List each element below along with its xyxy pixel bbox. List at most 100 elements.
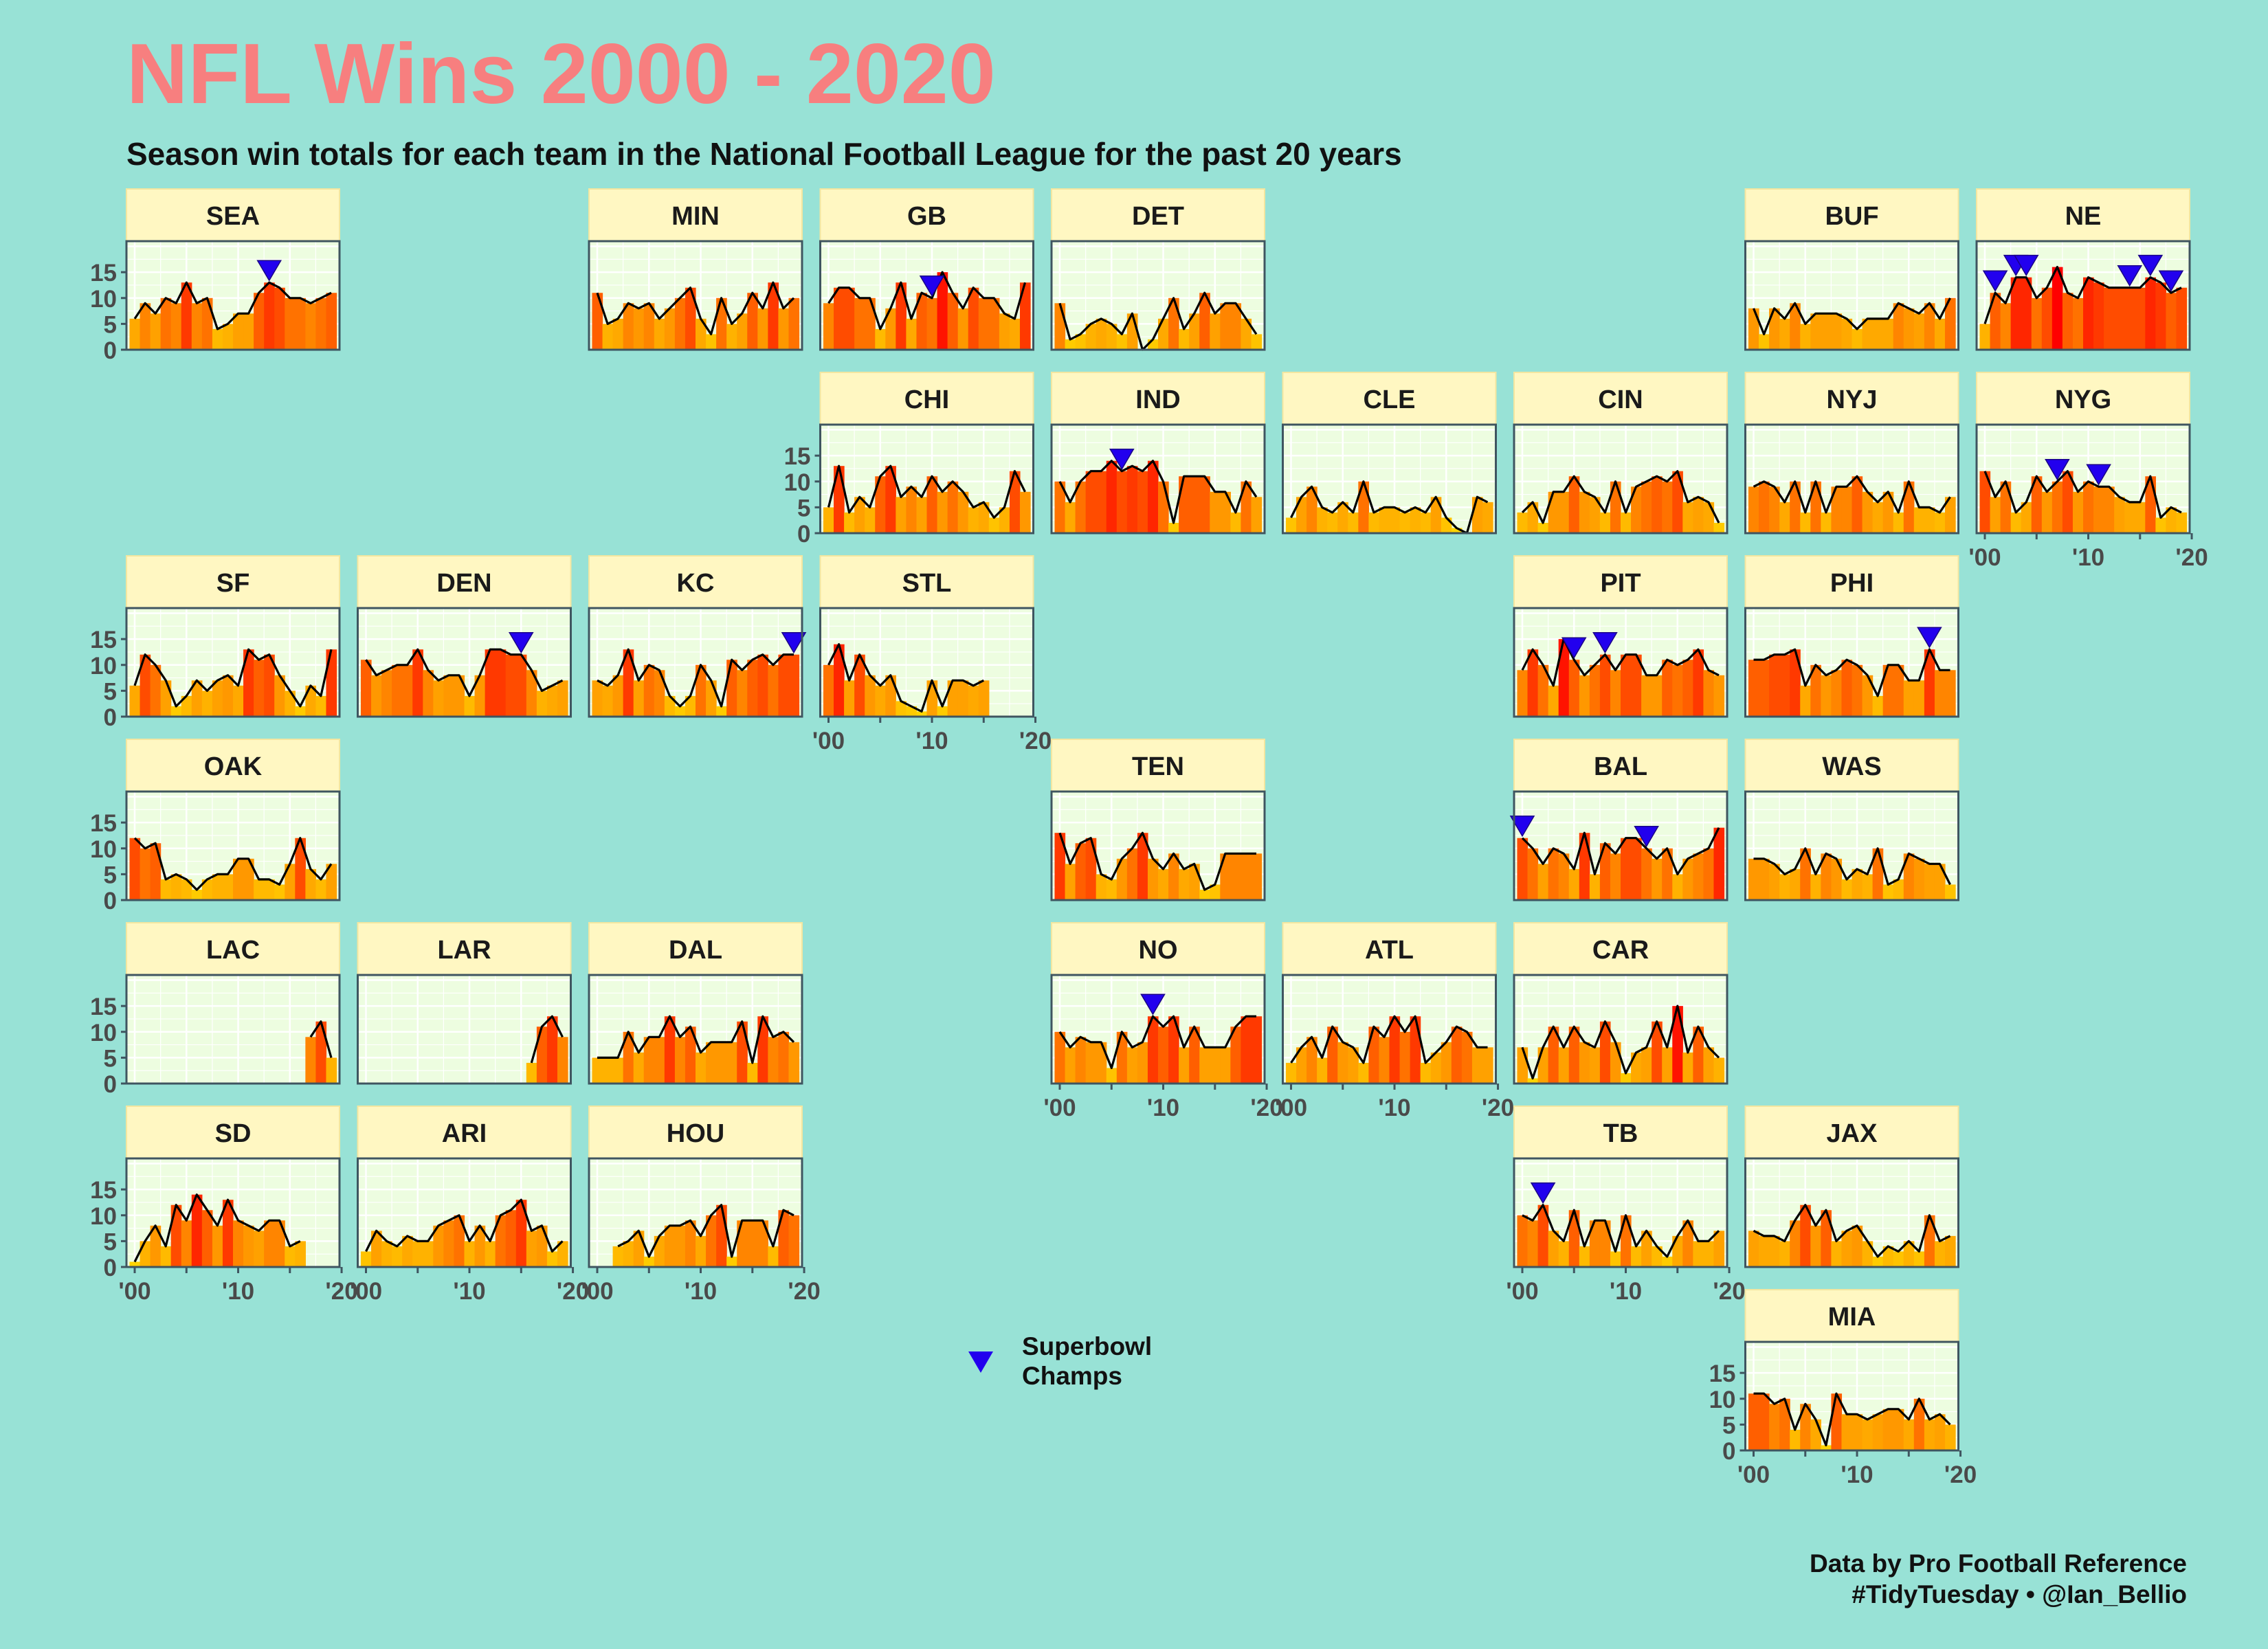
win-bar <box>1568 476 1580 533</box>
win-bar <box>896 282 907 350</box>
win-bar <box>1821 313 1832 350</box>
team-panel-nyj: NYJ <box>1744 372 1959 535</box>
panel-border <box>1050 423 1266 535</box>
x-tick-label: '20 <box>1250 1095 1282 1121</box>
win-bar <box>1054 303 1066 350</box>
win-bar <box>1420 512 1432 533</box>
panel-border <box>125 1157 341 1268</box>
win-bar <box>1682 1220 1693 1267</box>
win-bar <box>1810 313 1821 350</box>
win-bar <box>2124 502 2135 533</box>
win-bar <box>1527 1220 1539 1267</box>
team-panel-dal: DAL <box>588 922 803 1085</box>
win-bar <box>160 298 172 350</box>
panel-strip <box>357 922 572 976</box>
win-bar <box>233 1220 244 1267</box>
win-bar <box>1106 324 1118 350</box>
win-bar <box>295 1241 306 1267</box>
win-bar <box>612 675 624 717</box>
win-bar <box>2176 287 2188 350</box>
win-bar <box>1682 858 1693 900</box>
superbowl-champ-marker <box>256 260 282 282</box>
team-panel-min: MIN <box>588 188 803 351</box>
win-bar <box>1748 1393 1759 1450</box>
win-bar <box>222 324 234 350</box>
panel-bars <box>1979 267 2188 350</box>
win-bar <box>526 670 537 717</box>
superbowl-champ-marker <box>1509 815 1535 838</box>
win-bar <box>1307 1037 1318 1084</box>
win-bar <box>654 1037 665 1084</box>
win-bar <box>129 838 141 900</box>
panel-team-label: TEN <box>1132 752 1184 781</box>
win-bar <box>1652 1246 1663 1267</box>
win-bar <box>1116 334 1128 350</box>
panel-bars <box>129 1194 306 1267</box>
win-bar <box>1517 838 1528 900</box>
win-bar <box>1682 1052 1693 1084</box>
win-bar <box>1220 491 1231 533</box>
team-panel-atl: ATL '00 '10 '20 <box>1275 922 1514 1121</box>
win-bar <box>1168 298 1179 350</box>
win-bar <box>181 282 192 350</box>
win-bar <box>264 1220 275 1267</box>
win-bar <box>423 1241 434 1267</box>
win-bar <box>1903 680 1915 717</box>
win-bar <box>1348 1047 1359 1084</box>
superbowl-champ-marker <box>2137 254 2164 277</box>
x-axis: '00 '10 '20 <box>1043 1084 1283 1121</box>
y-tick-label: 0 <box>797 521 810 548</box>
win-line <box>1058 460 1258 524</box>
x-tick-label: '00 <box>350 1278 382 1305</box>
win-bar <box>285 298 296 350</box>
win-bar <box>305 685 317 717</box>
superbowl-champ-marker <box>2086 464 2111 486</box>
panel-bars <box>526 1016 568 1084</box>
win-bar <box>685 1027 696 1084</box>
win-bar <box>1599 1021 1611 1084</box>
win-bar <box>1693 497 1704 533</box>
win-bar <box>2010 512 2022 533</box>
panel-strip <box>126 922 340 976</box>
win-bar <box>326 1057 337 1084</box>
panel-team-label: PHI <box>1830 569 1874 598</box>
win-bar <box>1317 507 1328 533</box>
x-tick-label: '20 <box>788 1278 820 1305</box>
win-bar <box>592 680 603 717</box>
win-bar <box>916 711 928 717</box>
panel-border <box>357 1157 572 1268</box>
win-bar <box>602 685 614 717</box>
panel-bars <box>360 649 568 717</box>
win-bar <box>716 1204 727 1267</box>
win-bar <box>1410 1016 1421 1084</box>
win-bar <box>191 889 203 900</box>
win-bar <box>1841 318 1853 350</box>
panel-team-label: HOU <box>667 1119 724 1148</box>
win-bar <box>381 670 392 717</box>
win-bar <box>536 1027 548 1084</box>
panel-border <box>1744 1340 1959 1452</box>
win-bar <box>1430 1052 1442 1084</box>
win-bar <box>978 680 990 717</box>
win-bar <box>1672 664 1683 717</box>
win-bar <box>1537 1047 1549 1084</box>
win-bar <box>1085 471 1097 533</box>
win-bar <box>896 497 907 533</box>
win-bar <box>1158 318 1169 350</box>
win-bar <box>664 1225 676 1267</box>
panel-team-label: SF <box>216 569 250 598</box>
win-bar <box>495 649 507 717</box>
win-line <box>1521 827 1720 876</box>
win-bar <box>1517 670 1528 717</box>
win-bar <box>1631 1246 1642 1267</box>
win-bar <box>1882 884 1894 900</box>
win-bar <box>823 664 834 717</box>
win-bar <box>1934 670 1946 717</box>
win-bar <box>1693 1027 1704 1084</box>
win-bar <box>295 706 306 717</box>
panel-bars <box>129 838 337 900</box>
panel-border <box>819 423 1034 535</box>
